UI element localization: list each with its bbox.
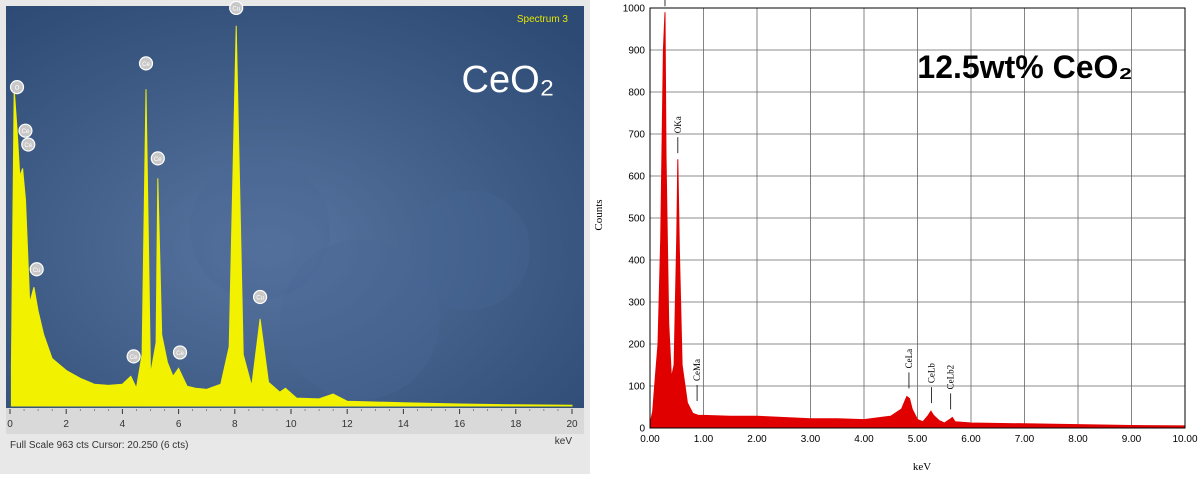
footer-status: Full Scale 963 cts Cursor: 20.250 (6 cts… — [10, 440, 188, 451]
peak-marker: Ce — [126, 349, 141, 364]
peak-label: O — [15, 86, 20, 92]
x-axis-unit-label: keV — [555, 436, 573, 447]
peak-label: Cu — [33, 268, 41, 274]
x-tick-label: 9.00 — [1122, 434, 1142, 445]
x-tick-label: 8 — [232, 419, 238, 430]
left-eds-spectrum-chart: Spectrum 3 CeO₂ O Ce Ce Cu Ce Ce Ce Ce Cu Cu 0 2 4 6… — [0, 0, 590, 474]
x-tick-label: 8.00 — [1068, 434, 1088, 445]
right-eds-spectrum-chart: OKa OKa CeMa CeLa CeLb CeLb2 0 100 200 300 400 500… — [590, 0, 1203, 474]
x-tick-label: 10 — [285, 419, 297, 430]
peak-annotation: OKa — [664, 0, 666, 7]
y-axis-title: Counts — [593, 199, 605, 230]
peak-annotation: CeLb2 — [946, 365, 956, 410]
x-tick-label: 1.00 — [694, 434, 714, 445]
peak-marker: Cu — [229, 0, 244, 16]
y-tick-label: 0 — [639, 424, 645, 435]
y-tick-label: 900 — [628, 46, 645, 57]
peak-label: Ce — [24, 143, 32, 149]
peak-marker: Ce — [21, 137, 36, 152]
x-tick-label: 20 — [566, 419, 578, 430]
sample-title: CeO₂ — [462, 59, 555, 101]
peak-label: Ce — [154, 157, 162, 163]
peak-label: CeLb2 — [946, 365, 956, 390]
peak-label: Ce — [176, 351, 184, 357]
peak-label: CeMa — [692, 359, 702, 381]
plot-background — [6, 6, 584, 408]
x-tick-label: 0.00 — [640, 434, 660, 445]
y-tick-label: 1000 — [623, 4, 646, 15]
x-tick-label: 4 — [120, 419, 126, 430]
peak-label: CeLa — [904, 349, 914, 369]
plot-frame — [649, 7, 1186, 429]
peak-marker: Ce — [172, 345, 188, 360]
x-tick-label: 18 — [510, 419, 522, 430]
x-tick-label: 16 — [454, 419, 466, 430]
spectrum-area — [649, 12, 1186, 429]
y-tick-label: 400 — [628, 256, 645, 267]
peak-label: OKa — [673, 116, 683, 133]
spectrum-name-label: Spectrum 3 — [517, 14, 569, 25]
y-tick-label: 200 — [628, 340, 645, 351]
peak-label: CeLb — [926, 363, 936, 383]
x-tick-label: 7.00 — [1015, 434, 1035, 445]
y-tick-label: 700 — [628, 130, 645, 141]
x-tick-label: 6.00 — [961, 434, 981, 445]
x-tick-label: 4.00 — [854, 434, 874, 445]
peak-marker: Ce — [18, 123, 33, 138]
peak-marker: Cu — [252, 289, 268, 305]
spectrum-area — [10, 25, 573, 407]
peak-label: Ce — [22, 129, 30, 135]
x-tick-label: 0 — [7, 419, 13, 430]
peak-annotation: CeMa — [692, 359, 702, 401]
y-tick-label: 100 — [628, 382, 645, 393]
x-tick-label: 5.00 — [908, 434, 928, 445]
peak-label: Ce — [130, 355, 138, 361]
x-axis-band — [6, 408, 584, 434]
x-tick-label: 6 — [176, 419, 182, 430]
x-tick-label: 2.00 — [747, 434, 767, 445]
x-axis-title: keV — [913, 461, 931, 473]
y-tick-label: 600 — [628, 172, 645, 183]
y-tick-label: 300 — [628, 298, 645, 309]
right-eds-spectrum-panel: OKa OKa CeMa CeLa CeLb CeLb2 0 100 200 300 400 500… — [590, 0, 1203, 474]
x-tick-label: 14 — [398, 419, 410, 430]
x-tick-label: 12 — [342, 419, 354, 430]
peak-marker: Ce — [150, 151, 165, 166]
sample-title: 12.5wt% CeO₂ — [917, 49, 1132, 85]
x-tick-label: 2 — [63, 419, 69, 430]
peak-annotation: CeLb — [926, 363, 936, 404]
left-eds-spectrum-panel: Spectrum 3 CeO₂ O Ce Ce Cu Ce Ce Ce Ce Cu Cu 0 2 4 6… — [0, 0, 590, 474]
y-tick-label: 800 — [628, 88, 645, 99]
y-tick-label: 500 — [628, 214, 645, 225]
peak-marker: O — [9, 80, 25, 95]
x-tick-label: 10.00 — [1172, 434, 1197, 445]
peak-marker: Ce — [138, 56, 154, 71]
peak-label: Cu — [232, 6, 240, 12]
peak-marker: Cu — [29, 262, 44, 277]
peak-label: Cu — [256, 296, 264, 302]
peak-label: Ce — [142, 62, 150, 68]
peak-annotation: OKa — [673, 116, 683, 154]
x-tick-label: 3.00 — [801, 434, 821, 445]
peak-annotation: CeLa — [904, 349, 914, 389]
